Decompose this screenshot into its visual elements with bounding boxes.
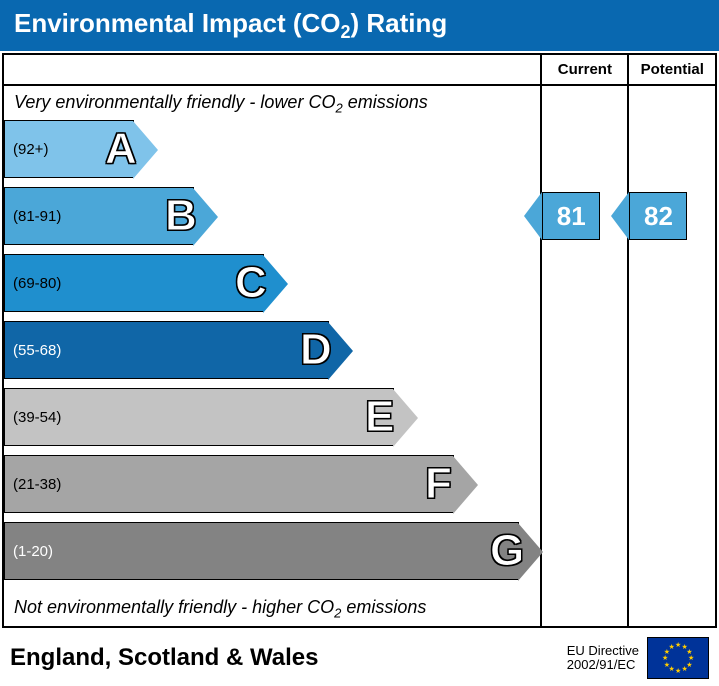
band-range-label: (55-68) xyxy=(13,342,61,359)
eu-flag-icon: ★★★★★★★★★★★★ xyxy=(647,637,709,679)
header-potential: Potential xyxy=(628,54,716,85)
band-bar: (69-80) C xyxy=(4,254,264,312)
bands-area: Very environmentally friendly - lower CO… xyxy=(4,86,540,626)
eu-star-icon: ★ xyxy=(675,641,681,649)
band-letter: D xyxy=(300,325,332,375)
band-bar: (81-91) B xyxy=(4,187,194,245)
band-f: (21-38) F xyxy=(4,455,519,513)
band-c: (69-80) C xyxy=(4,254,519,312)
band-range-label: (39-54) xyxy=(13,409,61,426)
title-text-sub: 2 xyxy=(341,22,351,42)
band-b: (81-91) B xyxy=(4,187,519,245)
header-main-blank xyxy=(3,54,541,85)
pointer-arrow-icon xyxy=(524,192,542,240)
band-bar: (1-20)G xyxy=(4,522,519,580)
footer: England, Scotland & Wales EU Directive 2… xyxy=(0,630,719,686)
chart-title: Environmental Impact (CO2) Rating xyxy=(0,0,719,51)
band-letter: A xyxy=(105,124,137,174)
band-letter: F xyxy=(425,459,452,509)
current-column: 81 xyxy=(542,86,627,626)
title-text-suffix: ) Rating xyxy=(351,8,448,38)
eu-star-icon: ★ xyxy=(675,667,681,675)
band-letter: B xyxy=(165,191,197,241)
pointer-value: 82 xyxy=(629,192,687,240)
pointer-value: 81 xyxy=(542,192,600,240)
epc-rating-chart: Environmental Impact (CO2) Rating Curren… xyxy=(0,0,719,675)
band-range-label: (81-91) xyxy=(13,208,61,225)
chart-table: Current Potential Very environmentally f… xyxy=(2,53,717,628)
title-text-prefix: Environmental Impact (CO xyxy=(14,8,341,38)
pointer-arrow-icon xyxy=(611,192,629,240)
note-bottom: Not environmentally friendly - higher CO… xyxy=(14,597,426,621)
band-a: (92+) A xyxy=(4,120,519,178)
eu-star-icon: ★ xyxy=(669,643,675,651)
eu-directive-text: EU Directive 2002/91/EC xyxy=(567,644,639,673)
band-arrow-icon xyxy=(453,456,478,514)
footer-region: England, Scotland & Wales xyxy=(10,644,318,672)
band-letter: G xyxy=(490,526,524,576)
band-e: (39-54) E xyxy=(4,388,519,446)
footer-directive: EU Directive 2002/91/EC ★★★★★★★★★★★★ xyxy=(567,637,709,679)
current-pointer: 81 xyxy=(524,192,600,240)
band-bar: (21-38) F xyxy=(4,455,454,513)
band-range-label: (21-38) xyxy=(13,476,61,493)
band-bar: (92+) A xyxy=(4,120,134,178)
band-letter: C xyxy=(235,258,267,308)
eu-star-icon: ★ xyxy=(682,665,688,673)
note-top: Very environmentally friendly - lower CO… xyxy=(14,92,428,116)
band-range-label: (1-20) xyxy=(13,543,53,560)
band-range-label: (69-80) xyxy=(13,275,61,292)
header-row: Current Potential xyxy=(3,54,716,85)
band-bar: (55-68) D xyxy=(4,321,329,379)
band-d: (55-68) D xyxy=(4,321,519,379)
band-letter: E xyxy=(365,392,394,442)
potential-pointer: 82 xyxy=(611,192,687,240)
band-g: (1-20)G xyxy=(4,522,519,580)
header-current: Current xyxy=(541,54,628,85)
band-arrow-icon xyxy=(393,389,418,447)
band-bar: (39-54) E xyxy=(4,388,394,446)
band-range-label: (92+) xyxy=(13,141,48,158)
potential-column: 82 xyxy=(629,86,715,626)
